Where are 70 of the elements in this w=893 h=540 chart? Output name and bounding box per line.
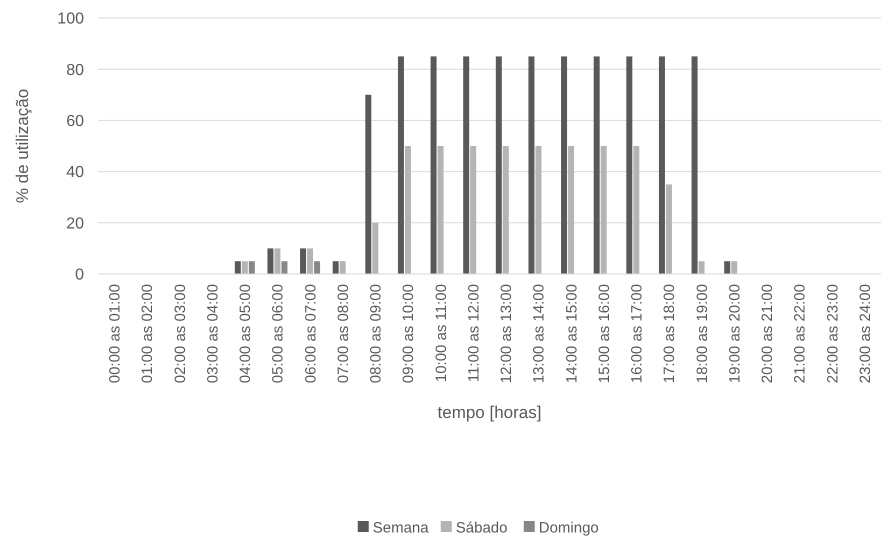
y-tick-label: 0 [75,266,84,284]
bar [234,261,241,274]
bar [365,94,372,274]
x-tick-label: 10:00 as 11:00 [432,284,450,382]
y-axis-title: % de utilização [13,88,32,204]
x-tick-label: 16:00 as 17:00 [628,284,646,384]
x-tick-label: 17:00 as 18:00 [661,284,678,384]
x-tick-label: 00:00 as 01:00 [106,284,124,384]
bar [496,56,502,274]
bar [332,261,339,274]
x-tick-label: 07:00 as 08:00 [334,284,352,384]
legend-label: Domingo [538,519,599,536]
bar [568,146,574,274]
x-tick-label: 22:00 as 23:00 [824,284,842,384]
bar [372,222,378,274]
y-tick-label: 40 [66,164,84,182]
y-tick-label: 80 [66,62,84,79]
x-tick-label: 06:00 as 07:00 [302,284,320,384]
legend-label: Sábado [456,519,508,536]
bar [692,56,698,274]
bar [340,261,346,274]
x-tick-label: 03:00 as 04:00 [204,284,222,384]
x-tick-label: 23:00 as 24:00 [856,284,874,384]
x-tick-label: 20:00 as 21:00 [759,284,776,384]
bar [307,248,314,274]
bar [600,146,607,274]
x-tick-label: 18:00 as 19:00 [694,284,711,384]
bar [463,56,470,274]
bar [698,261,705,274]
x-tick-label: 04:00 as 05:00 [237,284,254,384]
x-tick-label: 15:00 as 16:00 [596,284,613,384]
bar [528,56,534,274]
bar [731,261,738,274]
x-tick-label: 21:00 as 22:00 [792,284,809,384]
x-tick-label: 14:00 as 15:00 [563,284,580,384]
bar [438,146,444,274]
x-tick-label: 08:00 as 09:00 [368,284,385,384]
bar [470,146,476,274]
bar [633,146,640,274]
bar [242,261,248,274]
bar [274,248,280,274]
x-tick-label: 02:00 as 03:00 [172,284,189,384]
bar [666,184,672,274]
bar [248,261,255,274]
x-tick-label: 12:00 as 13:00 [498,284,516,384]
y-tick-label: 100 [57,10,84,28]
bar [398,56,404,274]
y-tick-label: 20 [66,215,84,232]
x-tick-label: 05:00 as 06:00 [270,284,287,384]
x-tick-label: 09:00 as 10:00 [400,284,418,384]
bar [430,56,437,274]
x-axis-title: tempo [horas] [438,403,542,422]
x-tick-label: 19:00 as 20:00 [726,284,744,384]
bar [658,56,665,274]
bar [561,56,568,274]
y-tick-label: 60 [66,113,84,130]
bar [502,146,509,274]
x-tick-label: 13:00 as 14:00 [530,284,548,384]
bar [300,248,306,274]
bar [594,56,600,274]
bar [281,261,288,274]
x-tick-label: 01:00 as 02:00 [139,284,156,384]
bar [724,261,730,274]
x-tick-label: 11:00 as 12:00 [465,284,482,382]
legend-label: Semana [372,519,430,536]
bar [535,146,542,274]
bar [404,146,411,274]
bar [267,248,274,274]
bar [314,261,320,274]
bar [626,56,632,274]
